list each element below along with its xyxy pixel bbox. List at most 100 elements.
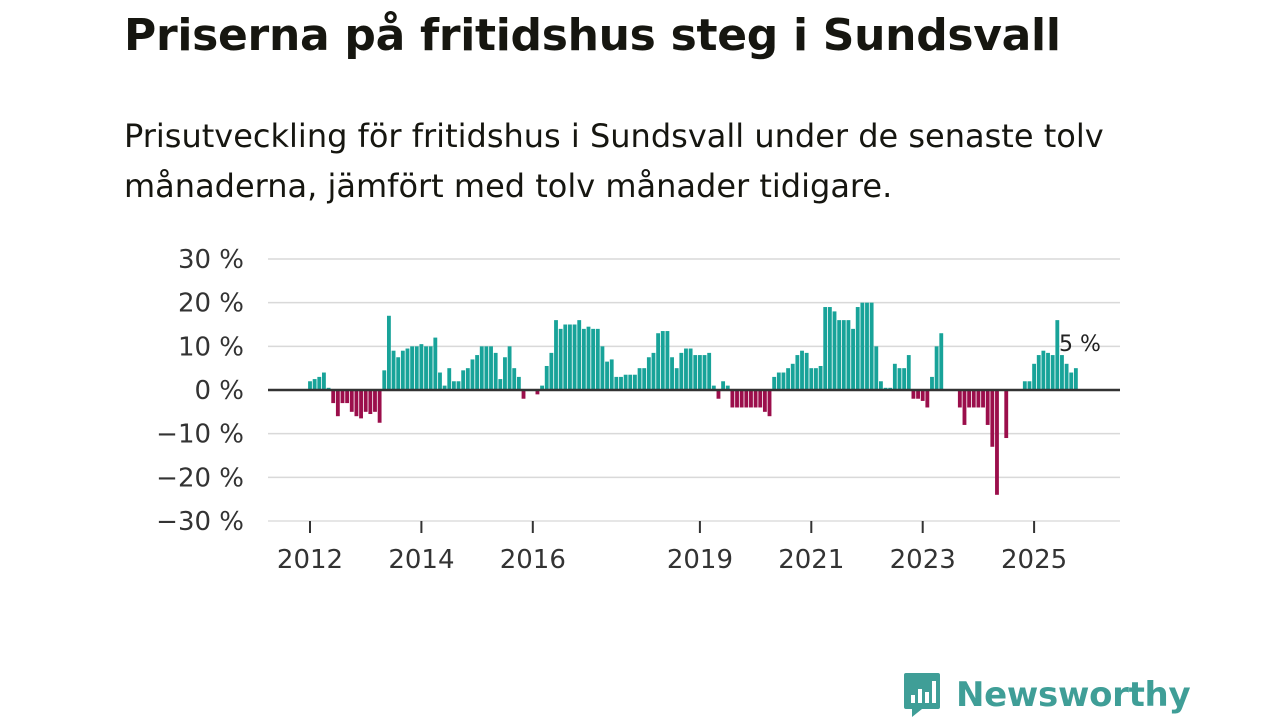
bar bbox=[438, 372, 442, 390]
bar bbox=[591, 328, 596, 390]
bar bbox=[744, 390, 749, 408]
x-tick-label: 2014 bbox=[388, 545, 454, 575]
bar bbox=[925, 390, 930, 408]
bar bbox=[544, 365, 549, 390]
bar bbox=[967, 390, 972, 408]
bar bbox=[586, 326, 591, 390]
gridlines bbox=[268, 258, 1120, 479]
bar bbox=[386, 315, 391, 390]
bar bbox=[920, 390, 925, 401]
y-tick-label: 20 % bbox=[178, 289, 244, 319]
bar bbox=[1069, 372, 1074, 390]
bar bbox=[716, 390, 721, 399]
bar bbox=[837, 320, 842, 390]
bar bbox=[558, 328, 563, 390]
y-tick-label: −20 % bbox=[156, 463, 244, 493]
bar bbox=[554, 320, 558, 390]
x-axis: 2012 2014 2016 2019 2021 2023 2025 bbox=[268, 388, 1120, 575]
bar bbox=[470, 359, 475, 390]
bar bbox=[322, 372, 326, 390]
bar bbox=[679, 352, 684, 390]
x-tick-label: 2023 bbox=[890, 545, 956, 575]
bar bbox=[345, 390, 350, 404]
bar bbox=[939, 333, 944, 390]
bar bbox=[707, 352, 712, 390]
bar bbox=[433, 337, 438, 390]
bar bbox=[498, 379, 503, 390]
bar bbox=[693, 355, 698, 390]
bar bbox=[614, 376, 619, 390]
bar bbox=[790, 363, 795, 390]
bar bbox=[851, 328, 855, 390]
bar bbox=[493, 352, 498, 390]
bar-chart: 30 %20 %10 %0 %−10 %−20 %−30 % 2012 2014 2… bbox=[156, 245, 1120, 575]
bar bbox=[1055, 320, 1060, 390]
y-tick-label: −30 % bbox=[156, 507, 244, 537]
bar bbox=[767, 390, 772, 417]
y-tick-label: −10 % bbox=[156, 420, 244, 450]
bar bbox=[646, 357, 651, 390]
annotation: 5 % bbox=[1059, 332, 1101, 357]
bar bbox=[349, 390, 354, 412]
bar bbox=[1073, 368, 1078, 390]
bar bbox=[846, 320, 851, 390]
bar bbox=[405, 348, 410, 390]
bar bbox=[1060, 355, 1064, 390]
bar bbox=[823, 307, 828, 390]
bar bbox=[331, 390, 336, 404]
bar bbox=[605, 361, 609, 390]
bar bbox=[609, 359, 614, 390]
bar bbox=[363, 390, 368, 412]
bar bbox=[1027, 381, 1032, 390]
bar bbox=[479, 346, 484, 390]
bar bbox=[461, 370, 466, 390]
bar bbox=[753, 390, 758, 408]
bar bbox=[540, 385, 544, 390]
bar bbox=[897, 368, 902, 390]
bar bbox=[934, 346, 939, 390]
bar bbox=[651, 352, 656, 390]
bar bbox=[312, 379, 317, 390]
bar bbox=[600, 346, 605, 390]
bar bbox=[489, 346, 493, 390]
bar bbox=[410, 346, 415, 390]
bar bbox=[503, 357, 507, 390]
bar bbox=[762, 390, 767, 412]
bar bbox=[340, 390, 345, 404]
bar bbox=[359, 390, 363, 419]
bar bbox=[841, 320, 846, 390]
bar bbox=[642, 368, 647, 390]
bar bbox=[1041, 350, 1046, 390]
bar bbox=[758, 390, 763, 408]
bar bbox=[1004, 390, 1009, 439]
bar bbox=[962, 390, 967, 425]
bar bbox=[749, 390, 753, 408]
bar bbox=[879, 381, 883, 390]
bar bbox=[535, 390, 540, 395]
bar bbox=[317, 376, 322, 390]
bar bbox=[786, 368, 791, 390]
x-tick-label: 2019 bbox=[667, 545, 733, 575]
bar bbox=[628, 374, 633, 390]
bar bbox=[549, 352, 554, 390]
x-tick-label: 2016 bbox=[500, 545, 566, 575]
bar bbox=[568, 324, 572, 390]
bar bbox=[619, 376, 623, 390]
bar bbox=[521, 390, 526, 399]
bar bbox=[804, 352, 809, 390]
bar bbox=[809, 368, 814, 390]
bar bbox=[674, 368, 679, 390]
newsworthy-logo: Newsworthy bbox=[902, 671, 1191, 719]
y-axis-labels: 30 % 20 % 10 % 0 % −10 % −20 % −30 % bbox=[156, 245, 244, 537]
bar bbox=[976, 390, 981, 408]
bar bbox=[874, 346, 879, 390]
y-tick-label: 30 % bbox=[178, 245, 244, 275]
bar bbox=[595, 328, 600, 390]
bar bbox=[475, 355, 480, 390]
bar bbox=[855, 307, 860, 390]
bar bbox=[711, 385, 716, 390]
bar bbox=[971, 390, 976, 408]
bar bbox=[990, 390, 995, 447]
bar bbox=[688, 348, 693, 390]
bar bbox=[373, 390, 377, 412]
